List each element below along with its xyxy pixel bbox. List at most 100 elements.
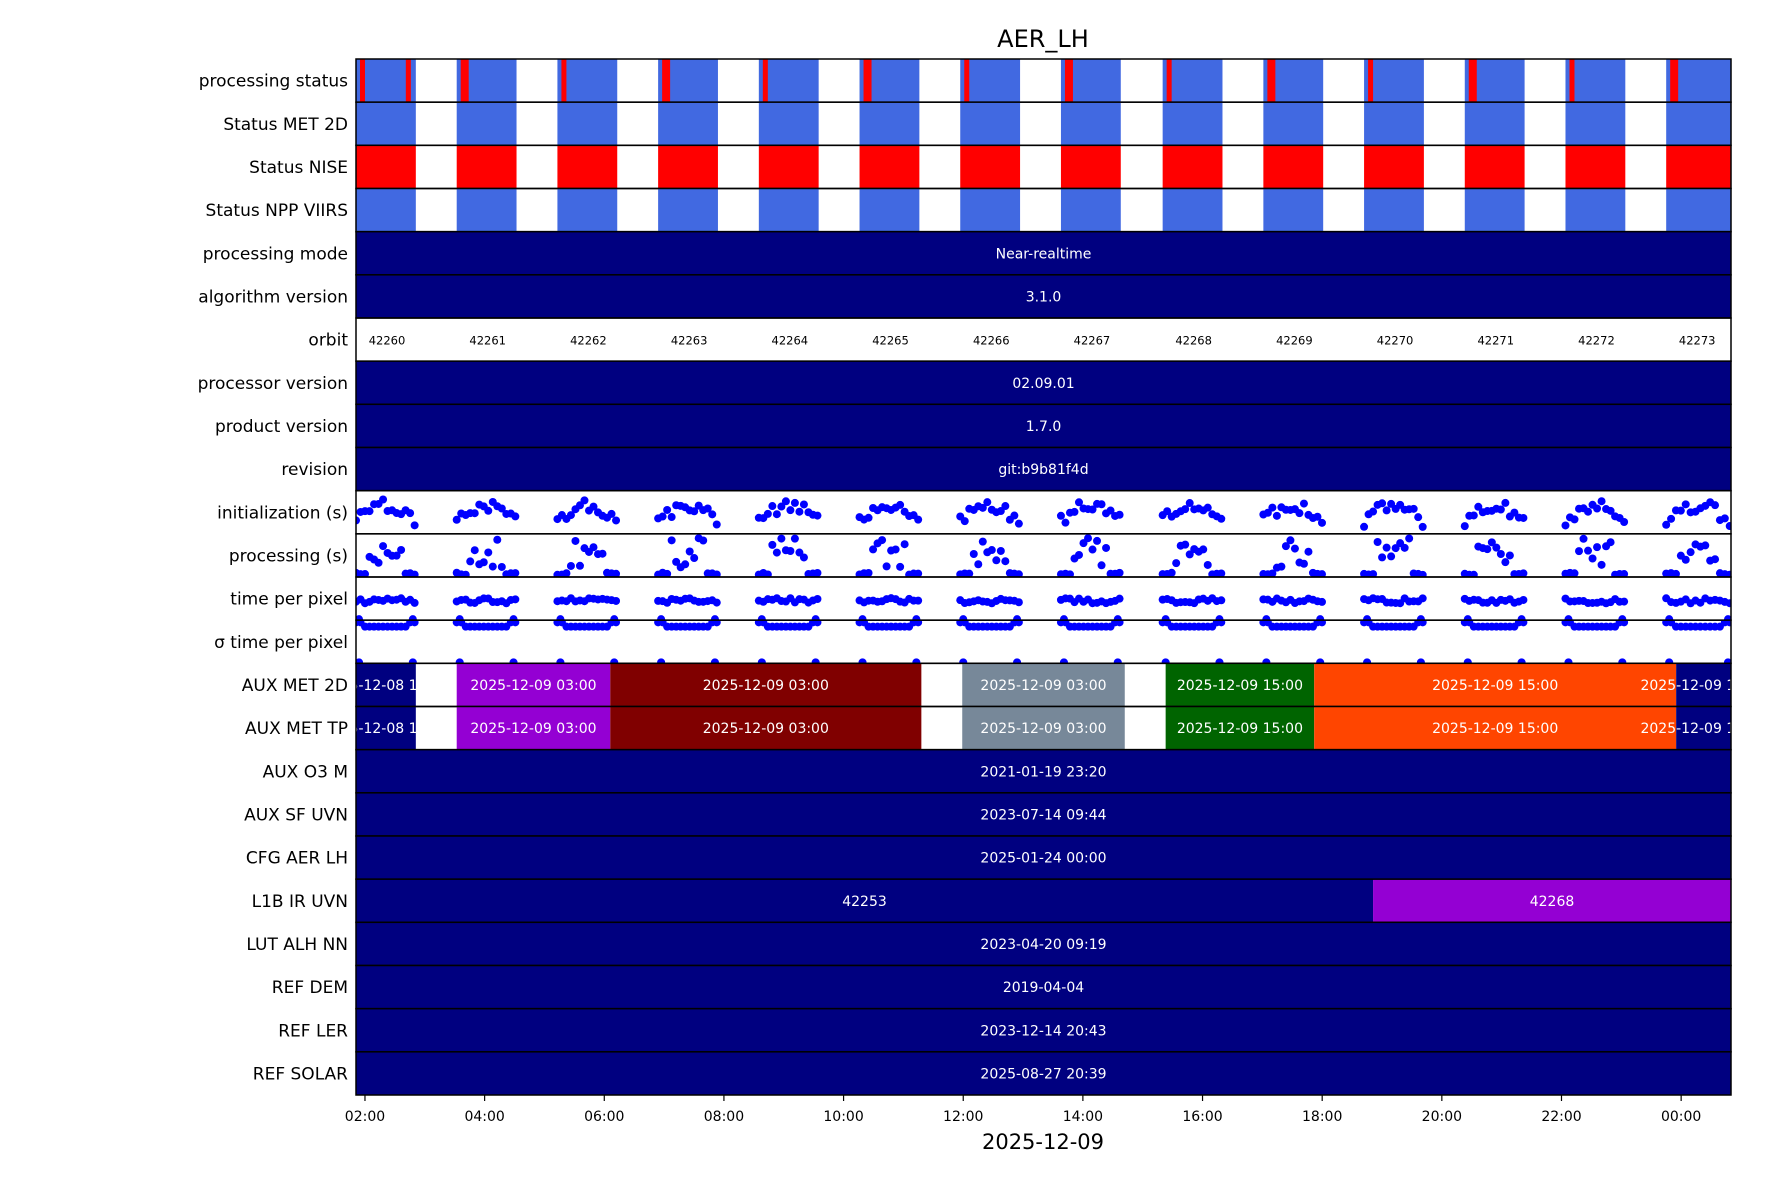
- status-bar: [1162, 102, 1223, 146]
- data-point: [1113, 615, 1122, 621]
- data-point: [1317, 620, 1326, 627]
- row-label: AUX SF UVN: [244, 805, 348, 825]
- data-point: [493, 535, 502, 544]
- data-point: [1167, 568, 1176, 577]
- data-point: [361, 570, 370, 577]
- status-bar: [859, 102, 920, 146]
- row-label: L1B IR UVN: [252, 892, 348, 912]
- x-tick-label: 02:00: [345, 1109, 385, 1125]
- span-label: 3.1.0: [1026, 289, 1062, 305]
- data-point: [1074, 498, 1083, 507]
- span-label: 2025-12-09 03:00: [703, 721, 829, 737]
- data-point: [799, 500, 808, 509]
- status-error-mark: [1064, 59, 1073, 103]
- data-point: [987, 546, 996, 555]
- row-label: processor version: [198, 374, 348, 394]
- data-point: [790, 534, 799, 543]
- span-bar: [456, 706, 611, 750]
- x-tick-label: 22:00: [1541, 1109, 1581, 1125]
- data-point: [1262, 658, 1271, 664]
- orbit-label: 42271: [1477, 334, 1514, 348]
- span-bar: [356, 879, 1374, 923]
- data-point: [610, 658, 619, 664]
- data-point: [1725, 620, 1731, 627]
- data-point: [509, 658, 518, 664]
- data-point: [1013, 615, 1022, 621]
- data-point: [657, 615, 666, 621]
- span-label: Near-realtime: [996, 246, 1092, 262]
- data-point: [410, 570, 419, 577]
- row-ref-solar: 2025-08-27 20:39 REF SOLAR: [253, 1051, 1732, 1096]
- data-point: [408, 658, 417, 664]
- data-point: [974, 560, 983, 569]
- span-bar: [356, 1008, 1731, 1052]
- status-error-mark: [662, 59, 671, 103]
- data-point: [969, 549, 978, 558]
- row-frame: [355, 619, 1732, 665]
- data-point: [1281, 542, 1290, 551]
- status-bar: [356, 102, 416, 146]
- data-point: [1317, 518, 1326, 527]
- status-bar: [1565, 102, 1626, 146]
- data-point: [983, 498, 992, 507]
- x-tick-label: 20:00: [1422, 1109, 1462, 1125]
- data-point: [365, 507, 374, 516]
- orbit-label: 42263: [671, 334, 708, 348]
- data-point: [461, 570, 470, 577]
- row-label: σ time per pixel: [214, 633, 348, 653]
- row-label: REF SOLAR: [253, 1064, 348, 1084]
- data-point: [1172, 559, 1181, 568]
- span-label: 2023-04-20 09:19: [980, 937, 1106, 953]
- data-point: [1056, 511, 1065, 520]
- row-processing-mode: Near-realtime processing mode: [203, 230, 1732, 276]
- data-point: [374, 558, 383, 567]
- row-status-nise: Status NISE: [249, 144, 1732, 190]
- status-bar: [758, 145, 819, 189]
- data-point: [1460, 522, 1469, 531]
- span-bar: [1676, 663, 1731, 707]
- span-label: 2025-12-08 15:00: [323, 678, 449, 694]
- span-label: 2025-12-08 15:00: [323, 721, 449, 737]
- data-point: [1463, 615, 1472, 621]
- row-orbit: 42260 42261 42262 42263 42264 42265 42266 42267…: [308, 317, 1732, 362]
- data-point: [777, 534, 786, 543]
- status-bar: [1263, 188, 1324, 232]
- status-error-mark: [1267, 59, 1276, 103]
- data-point: [896, 500, 905, 509]
- data-point: [1505, 551, 1514, 560]
- orbit-label: 42262: [570, 334, 607, 348]
- row-cfg-aer-lh: 2025-01-24 00:00 CFG AER LH: [246, 835, 1732, 880]
- data-point: [1185, 550, 1194, 559]
- span-label: 42253: [842, 894, 887, 910]
- data-point: [1181, 540, 1190, 549]
- x-tick-label: 06:00: [584, 1109, 624, 1125]
- status-error-mark: [360, 59, 365, 103]
- data-point: [1199, 545, 1208, 554]
- data-point: [813, 620, 822, 627]
- data-point: [1618, 658, 1627, 664]
- data-point: [1295, 509, 1304, 518]
- data-point: [1474, 502, 1483, 511]
- data-point: [1084, 534, 1093, 543]
- span-bar: [356, 404, 1731, 448]
- data-point: [712, 620, 721, 627]
- data-point: [1561, 521, 1570, 530]
- data-point: [452, 515, 461, 524]
- data-point: [1418, 594, 1427, 603]
- orbit-label: 42269: [1276, 334, 1313, 348]
- status-bar: [557, 102, 618, 146]
- data-point: [996, 546, 1005, 555]
- data-point: [1215, 615, 1224, 621]
- data-point: [1363, 615, 1372, 621]
- data-point: [1074, 550, 1083, 559]
- data-point: [1115, 620, 1124, 627]
- row-aux-sf-uvn: 2023-07-14 09:44 AUX SF UVN: [244, 792, 1732, 837]
- status-bar: [1565, 59, 1626, 103]
- data-point: [1065, 570, 1074, 577]
- data-point: [1463, 658, 1472, 664]
- orbit-label: 42260: [369, 334, 406, 348]
- row-l1b-ir-uvn: 42253 42268 L1B IR UVN: [252, 878, 1732, 924]
- data-point: [1469, 511, 1478, 520]
- data-point: [658, 512, 667, 521]
